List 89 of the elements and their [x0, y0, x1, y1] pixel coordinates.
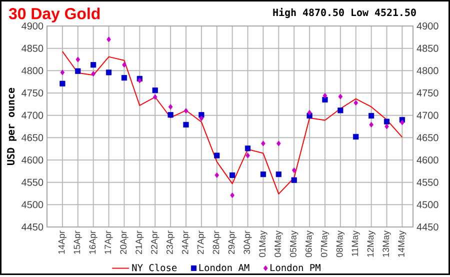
point	[183, 122, 189, 128]
point	[214, 152, 220, 159]
y-tick-label: 4900	[22, 22, 44, 30]
point	[152, 88, 158, 94]
point	[168, 112, 174, 118]
x-tick-label: 27Apr	[197, 230, 206, 254]
point	[261, 140, 266, 146]
x-tick-label: 21Apr	[136, 230, 144, 254]
x-tick-label: 20Apr	[120, 230, 128, 254]
point	[354, 100, 358, 106]
point	[368, 113, 374, 119]
point	[121, 75, 128, 81]
y2-tick-label: 4700	[416, 112, 438, 120]
x-tick-label: 07May	[320, 230, 330, 258]
x-tick-label: 15Apr	[74, 230, 82, 254]
x-tick-label: 11May	[352, 230, 360, 256]
x-tick-label: 17Apr	[104, 230, 113, 254]
point	[260, 172, 266, 178]
point	[75, 68, 81, 74]
y-tick-label: 4850	[22, 45, 44, 52]
point	[122, 62, 126, 68]
point	[91, 71, 96, 77]
y-tick-label: 4600	[22, 156, 44, 164]
y-tick-label: 4750	[22, 90, 44, 97]
y2-tick-label: 4800	[416, 67, 438, 74]
point	[76, 56, 80, 63]
point	[322, 93, 328, 99]
x-tick-label: 14May	[398, 230, 406, 257]
legend-label: London PM	[270, 264, 320, 272]
point	[244, 146, 251, 152]
point	[106, 70, 112, 76]
x-tick-label: 12May	[367, 230, 376, 257]
point	[214, 172, 220, 178]
point	[60, 70, 65, 76]
y2-tick-label: 4550	[416, 179, 438, 186]
x-tick-label: 13May	[382, 230, 391, 257]
chart-title: 30 Day Gold	[8, 8, 100, 23]
point	[276, 172, 282, 178]
y-tick-label: 4700	[22, 112, 44, 120]
x-tick-label: 24Apr	[182, 230, 190, 254]
y-tick-label: 4500	[22, 201, 44, 208]
x-tick-label: 28Apr	[212, 230, 221, 254]
point	[276, 140, 281, 146]
y-tick-label: 4450	[22, 224, 44, 231]
point	[353, 134, 359, 140]
y2-tick-label: 4750	[416, 90, 438, 97]
point	[152, 94, 158, 100]
x-tick-label: 14Apr	[58, 230, 66, 254]
x-tick-label: 06May	[305, 230, 314, 258]
point	[384, 119, 390, 125]
y-axis-title: USD per ounce	[7, 88, 16, 166]
y2-tick-label: 4850	[416, 45, 438, 52]
point	[230, 172, 236, 178]
x-tick-label: 29Apr	[228, 230, 236, 254]
point	[322, 97, 328, 103]
x-tick-label: 04May	[274, 230, 283, 258]
x-tick-label: 01May	[259, 230, 268, 258]
x-tick-label: 23Apr	[166, 230, 175, 254]
point	[168, 104, 173, 110]
point	[292, 168, 296, 174]
chart-subtitle: High 4870.50 Low 4521.50	[273, 8, 416, 18]
y2-tick-label: 4650	[416, 134, 438, 142]
y-tick-label: 4800	[22, 67, 44, 74]
y2-tick-label: 4900	[416, 22, 438, 30]
line-series	[62, 51, 403, 195]
x-tick-label: 08May	[336, 230, 344, 258]
x-tick-label: 22Apr	[151, 230, 160, 254]
x-tick-label: 16Apr	[89, 230, 98, 254]
x-tick-label: 05May	[290, 230, 298, 258]
y2-tick-label: 4450	[416, 224, 438, 231]
y2-tick-label: 4600	[416, 156, 438, 164]
point	[90, 62, 96, 68]
point	[307, 110, 312, 116]
y2-tick-label: 4500	[416, 201, 438, 208]
point	[199, 116, 204, 122]
point	[338, 108, 344, 114]
point	[400, 120, 404, 126]
y-tick-label: 4650	[22, 134, 44, 142]
point	[230, 192, 234, 198]
point	[369, 122, 374, 128]
point	[106, 36, 111, 42]
x-tick-label: 30Apr	[244, 230, 252, 254]
legend-label: NY Close	[132, 264, 177, 272]
legend-label: London AM	[199, 264, 250, 272]
point	[291, 178, 297, 184]
y-tick-label: 4550	[22, 179, 44, 186]
point	[184, 108, 188, 114]
point	[60, 81, 66, 87]
point	[338, 94, 343, 100]
